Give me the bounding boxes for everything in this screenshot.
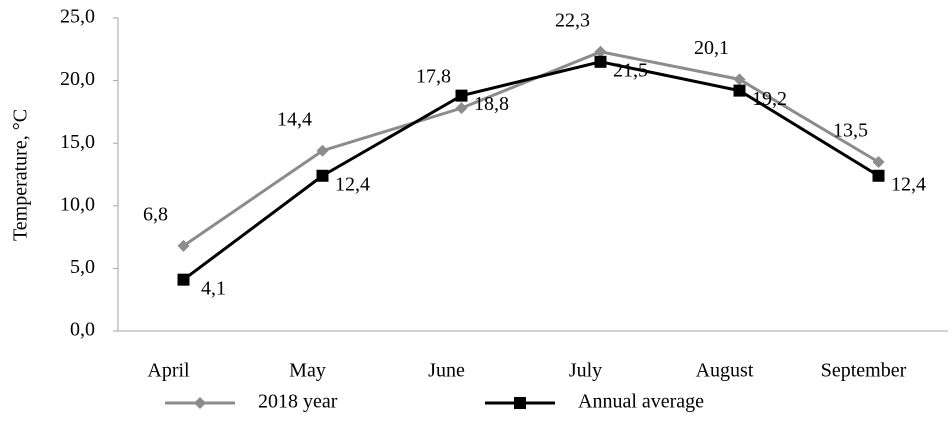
- marker: [177, 273, 190, 286]
- x-tick-label: July: [569, 360, 602, 382]
- series-line: [182, 60, 880, 281]
- marker: [316, 144, 329, 157]
- data-label: 6,8: [143, 203, 168, 225]
- data-label: 17,8: [416, 66, 451, 88]
- legend-label: Annual average: [578, 391, 704, 413]
- data-label: 18,8: [474, 93, 509, 115]
- marker: [594, 45, 607, 58]
- marker: [455, 102, 468, 115]
- marker: [455, 89, 468, 102]
- x-tick-label: April: [147, 360, 190, 382]
- data-label: 12,4: [891, 173, 926, 195]
- marker: [316, 169, 329, 182]
- data-label: 22,3: [555, 9, 590, 31]
- data-label: 4,1: [201, 277, 226, 299]
- marker: [872, 169, 885, 182]
- data-label: 13,5: [833, 120, 868, 142]
- marker: [514, 397, 526, 409]
- y-tick-label: 25,0: [60, 6, 95, 28]
- marker: [733, 84, 746, 97]
- x-tick-label: August: [696, 360, 754, 382]
- y-tick-label: 20,0: [60, 68, 95, 90]
- marker: [177, 239, 190, 252]
- y-tick-label: 15,0: [60, 131, 95, 153]
- y-tick-label: 5,0: [70, 256, 95, 278]
- y-axis-label: Temperature, °C: [10, 109, 32, 241]
- data-label: 20,1: [694, 37, 729, 59]
- marker: [872, 155, 885, 168]
- x-tick-label: May: [289, 360, 326, 382]
- x-tick-label: June: [428, 360, 465, 382]
- x-tick-label: September: [821, 360, 907, 382]
- data-label: 19,2: [752, 88, 787, 110]
- series-line: [182, 50, 880, 248]
- data-label: 21,5: [613, 59, 648, 81]
- marker: [194, 397, 206, 409]
- y-tick-label: 10,0: [60, 193, 95, 215]
- data-label: 14,4: [277, 108, 312, 130]
- legend-label: 2018 year: [258, 391, 338, 413]
- marker: [594, 55, 607, 68]
- y-tick-label: 0,0: [70, 319, 95, 341]
- marker: [733, 73, 746, 86]
- data-label: 12,4: [335, 173, 370, 195]
